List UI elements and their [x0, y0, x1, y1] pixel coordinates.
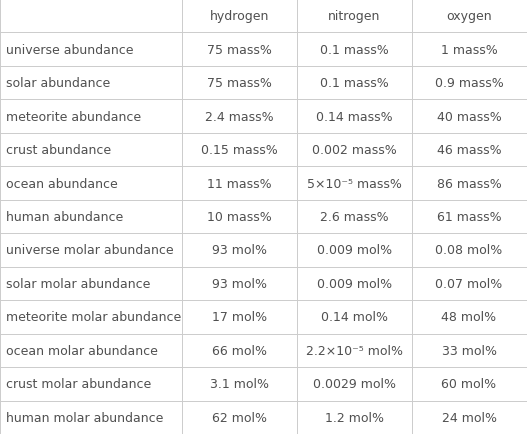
Text: meteorite abundance: meteorite abundance — [6, 110, 141, 123]
Text: 93 mol%: 93 mol% — [212, 244, 267, 257]
Text: 61 mass%: 61 mass% — [437, 210, 501, 224]
Text: 0.0029 mol%: 0.0029 mol% — [313, 378, 396, 391]
Text: human molar abundance: human molar abundance — [6, 411, 164, 424]
Text: ocean abundance: ocean abundance — [6, 177, 118, 190]
Text: 0.9 mass%: 0.9 mass% — [435, 77, 503, 90]
Text: 0.009 mol%: 0.009 mol% — [317, 244, 392, 257]
Text: 0.14 mol%: 0.14 mol% — [320, 311, 388, 324]
Text: 93 mol%: 93 mol% — [212, 277, 267, 290]
Text: 0.08 mol%: 0.08 mol% — [435, 244, 503, 257]
Text: ocean molar abundance: ocean molar abundance — [6, 344, 158, 357]
Text: 60 mol%: 60 mol% — [442, 378, 496, 391]
Text: 40 mass%: 40 mass% — [437, 110, 501, 123]
Text: hydrogen: hydrogen — [210, 10, 269, 23]
Text: solar molar abundance: solar molar abundance — [6, 277, 151, 290]
Text: 2.6 mass%: 2.6 mass% — [320, 210, 388, 224]
Text: oxygen: oxygen — [446, 10, 492, 23]
Text: 0.15 mass%: 0.15 mass% — [201, 144, 278, 157]
Text: human abundance: human abundance — [6, 210, 123, 224]
Text: 0.002 mass%: 0.002 mass% — [312, 144, 396, 157]
Text: 0.07 mol%: 0.07 mol% — [435, 277, 503, 290]
Text: universe molar abundance: universe molar abundance — [6, 244, 174, 257]
Text: solar abundance: solar abundance — [6, 77, 111, 90]
Text: 0.1 mass%: 0.1 mass% — [320, 43, 388, 56]
Text: 66 mol%: 66 mol% — [212, 344, 267, 357]
Text: 0.009 mol%: 0.009 mol% — [317, 277, 392, 290]
Text: crust abundance: crust abundance — [6, 144, 111, 157]
Text: 48 mol%: 48 mol% — [442, 311, 496, 324]
Text: 75 mass%: 75 mass% — [207, 43, 272, 56]
Text: 1 mass%: 1 mass% — [441, 43, 497, 56]
Text: 17 mol%: 17 mol% — [212, 311, 267, 324]
Text: meteorite molar abundance: meteorite molar abundance — [6, 311, 182, 324]
Text: 2.4 mass%: 2.4 mass% — [205, 110, 274, 123]
Text: 2.2×10⁻⁵ mol%: 2.2×10⁻⁵ mol% — [306, 344, 403, 357]
Text: 33 mol%: 33 mol% — [442, 344, 496, 357]
Text: 0.1 mass%: 0.1 mass% — [320, 77, 388, 90]
Text: 5×10⁻⁵ mass%: 5×10⁻⁵ mass% — [307, 177, 402, 190]
Text: 10 mass%: 10 mass% — [207, 210, 271, 224]
Text: 24 mol%: 24 mol% — [442, 411, 496, 424]
Text: 62 mol%: 62 mol% — [212, 411, 267, 424]
Text: 75 mass%: 75 mass% — [207, 77, 272, 90]
Text: 0.14 mass%: 0.14 mass% — [316, 110, 393, 123]
Text: 3.1 mol%: 3.1 mol% — [210, 378, 269, 391]
Text: universe abundance: universe abundance — [6, 43, 134, 56]
Text: 46 mass%: 46 mass% — [437, 144, 501, 157]
Text: 1.2 mol%: 1.2 mol% — [325, 411, 384, 424]
Text: 86 mass%: 86 mass% — [437, 177, 501, 190]
Text: nitrogen: nitrogen — [328, 10, 380, 23]
Text: crust molar abundance: crust molar abundance — [6, 378, 152, 391]
Text: 11 mass%: 11 mass% — [207, 177, 271, 190]
